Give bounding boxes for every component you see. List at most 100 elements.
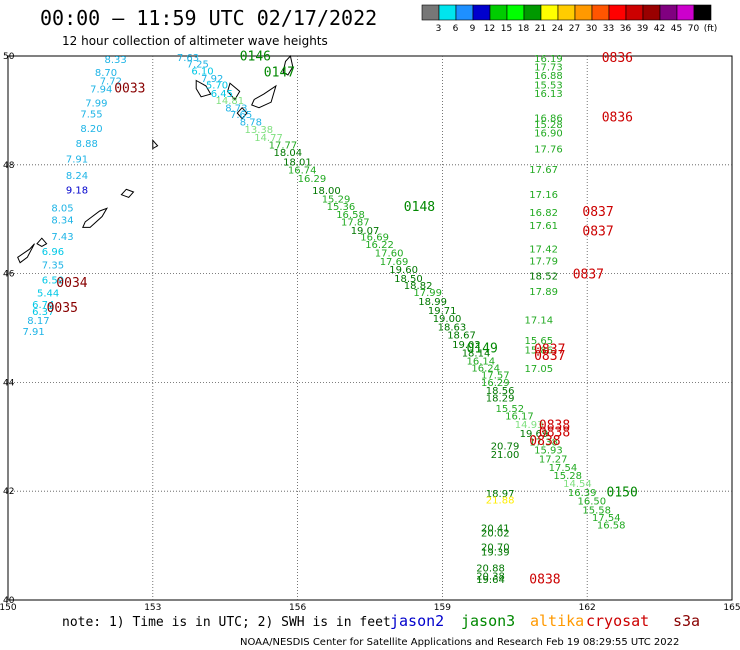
wave-height-label: 15.28: [534, 120, 563, 131]
y-tick-label: 50: [3, 52, 15, 62]
wave-height-label: 20.70: [481, 543, 510, 554]
chart-title: 00:00 – 11:59 UTC 02/17/2022: [40, 6, 377, 30]
wave-height-label: 16.82: [529, 208, 558, 219]
wave-height-label: 19.64: [476, 575, 505, 586]
wave-height-label: 20.88: [476, 564, 505, 575]
wave-height-label: 18.52: [529, 272, 558, 283]
x-tick-label: 153: [144, 603, 161, 613]
color-scale-label: 70: [688, 24, 700, 34]
wave-height-label: 16.24: [471, 364, 500, 375]
color-swatch: [438, 4, 457, 21]
wave-height-label: 16.14: [467, 356, 496, 367]
wave-height-label: 16.50: [578, 496, 607, 507]
wave-height-label: 18.97: [486, 489, 515, 500]
wave-height-label: 15.58: [582, 506, 611, 517]
pass-number-label: 0837: [534, 343, 565, 358]
wave-height-label: 17.99: [413, 288, 442, 299]
wave-height-label: 14.93: [515, 420, 544, 431]
wave-height-label: 17.16: [529, 190, 558, 201]
wave-height-label: 19.39: [481, 547, 510, 558]
wave-height-label: 17.54: [549, 463, 578, 474]
color-scale-label: 33: [603, 24, 614, 34]
island-outline: [227, 82, 241, 101]
wave-height-label: 7.99: [85, 99, 107, 110]
island-outline: [82, 207, 109, 228]
color-swatch: [540, 4, 559, 21]
wave-height-label: 19.60: [389, 265, 418, 276]
wave-height-label: 16.58: [597, 521, 626, 532]
plot-frame: [7, 55, 733, 601]
wave-height-points: 7.637.256.107.925.706.4514.818.737.658.7…: [23, 53, 626, 586]
plot-border: [7, 55, 733, 601]
wave-height-label: 7.65: [230, 110, 252, 121]
color-swatch: [421, 4, 440, 21]
wave-height-label: 8.73: [225, 104, 247, 115]
wave-height-label: 8.05: [51, 204, 73, 215]
axis-ticks: 150 153 156 159 162 165 50 48 46 44 42 40: [0, 52, 740, 613]
coastline: [17, 54, 294, 264]
color-swatch: [608, 4, 627, 21]
wave-height-label: 9.18: [66, 186, 88, 197]
track-labels: 0146 0147 0148 0149 0150 0033 0034 0035 0836 0836…: [47, 49, 638, 587]
pass-number-label: 0033: [114, 81, 145, 96]
color-swatch: [523, 4, 542, 21]
wave-height-label: 14.81: [216, 96, 245, 107]
color-swatch: [557, 4, 576, 21]
wave-height-label: 19.02: [452, 340, 481, 351]
wave-height-label: 16.22: [365, 240, 394, 251]
wave-height-label: 8.17: [27, 316, 49, 327]
color-scale-label: 42: [654, 24, 665, 34]
wave-height-label: 8.78: [240, 118, 262, 129]
wave-height-label: 15.29: [322, 194, 351, 205]
wave-height-label: 7.72: [100, 76, 122, 87]
color-scale-label: 27: [569, 24, 580, 34]
color-swatch: [472, 4, 491, 21]
wave-height-label: 6.96: [42, 247, 64, 258]
wave-height-label: 18.82: [404, 281, 433, 292]
y-tick-label: 48: [3, 161, 15, 171]
wave-height-label: 17.54: [592, 513, 621, 524]
wave-height-label: 15.36: [327, 202, 356, 213]
color-scale-label: 6: [453, 24, 459, 34]
color-scale-label: 45: [671, 24, 682, 34]
wave-height-label: 18.01: [283, 157, 312, 168]
wave-height-label: 8.34: [51, 216, 73, 227]
color-swatch: [642, 4, 661, 21]
wave-height-label: 19.00: [433, 314, 462, 325]
wave-height-label: 17.61: [529, 221, 558, 232]
wave-height-label: 15.86: [525, 346, 554, 357]
wave-height-label: 6.59: [42, 275, 64, 286]
pass-number-label: 0148: [404, 200, 435, 215]
wave-height-label: 19.69: [520, 429, 549, 440]
wave-height-label: 14.54: [563, 479, 592, 490]
wave-height-label: 6.37: [32, 307, 54, 318]
pass-number-label: 0147: [264, 66, 295, 81]
wave-height-label: 7.25: [187, 59, 209, 70]
wave-height-label: 17.79: [529, 256, 558, 267]
footer-credit: NOAA/NESDIS Center for Satellite Applica…: [240, 637, 679, 648]
wave-height-label: 18.56: [486, 386, 515, 397]
color-swatch: [489, 4, 508, 21]
wave-height-label: 17.27: [539, 454, 568, 465]
wave-height-label: 8.88: [76, 139, 98, 150]
wave-height-label: 17.69: [380, 257, 409, 268]
color-swatch: [455, 4, 474, 21]
pass-number-label: 0837: [582, 225, 613, 240]
wave-height-label: 15.93: [534, 446, 563, 457]
x-tick-label: 156: [289, 603, 306, 613]
wave-height-label: 15.28: [553, 471, 582, 482]
wave-height-label: 17.60: [375, 249, 404, 260]
wave-height-label: 18.14: [462, 348, 491, 359]
color-scale-label: 9: [470, 24, 476, 34]
wave-height-label: 17.67: [529, 165, 558, 176]
color-swatch: [591, 4, 610, 21]
wave-height-label: 18.67: [447, 330, 476, 341]
wave-height-label: 20.41: [481, 524, 510, 535]
wave-height-label: 16.19: [534, 54, 563, 65]
wave-height-label: 7.63: [177, 53, 199, 64]
wave-height-label: 21.00: [491, 450, 520, 461]
satellite-legend-item: altika: [530, 612, 584, 630]
footnote: note: 1) Time is in UTC; 2) SWH is in fe…: [62, 615, 391, 630]
wave-height-label: 20.79: [491, 441, 520, 452]
